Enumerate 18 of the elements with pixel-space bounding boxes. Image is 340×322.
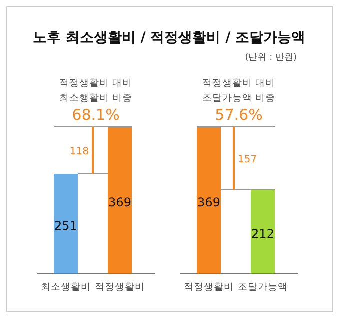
annotation: 157: [238, 154, 258, 166]
text: 적정생활비 대비: [202, 78, 276, 89]
chart-subtitle: (단위 : 만원): [245, 53, 297, 63]
data-label: 251: [54, 219, 78, 234]
text: 최소행활비 비중: [59, 93, 133, 104]
text: 조달가능액 비중: [202, 93, 276, 104]
text: 57.6%: [215, 106, 263, 124]
text: 68.1%: [72, 106, 120, 124]
chart-title: 노후 최소생활비 / 적정생활비 / 조달가능액: [33, 30, 306, 46]
text: 적정생활비 대비: [59, 78, 133, 89]
data-label: 212: [252, 226, 274, 241]
data-label: 369: [108, 196, 132, 210]
x-tick-label: 조달가능액: [238, 282, 288, 293]
x-tick-label: 적정생활비: [184, 282, 234, 293]
x-tick-label: 최소생활비: [41, 282, 91, 293]
data-label: 369: [198, 196, 220, 210]
annotation: 118: [70, 146, 89, 158]
x-tick-label: 적정생활비: [95, 282, 145, 293]
